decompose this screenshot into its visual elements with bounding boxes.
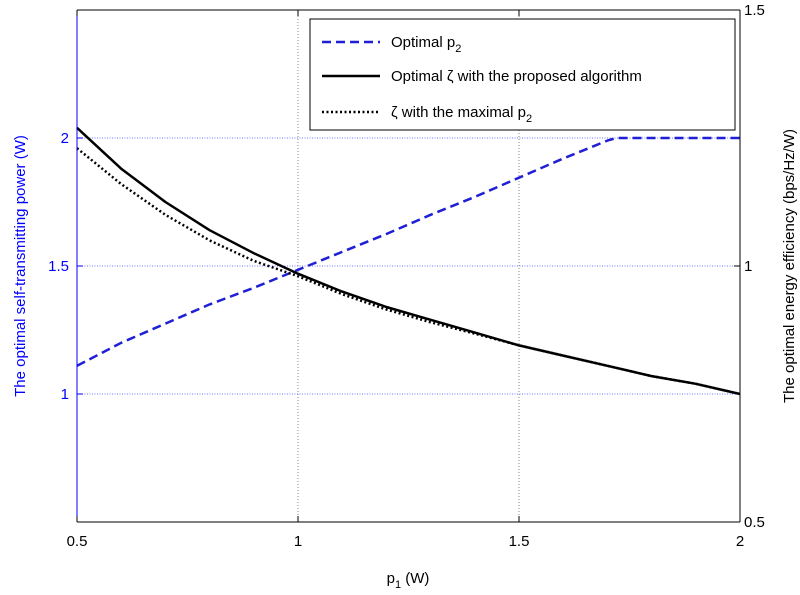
series-optimal-p2-line (76, 136, 740, 367)
legend-box (309, 18, 736, 131)
x-axis-label-sub: 1 (395, 579, 401, 591)
x-axis-label: p1 (W) (387, 570, 430, 591)
y-right-tick-label: 1 (744, 258, 752, 275)
y-axis-right-label: The optimal energy efficiency (bps/Hz/W) (781, 129, 798, 403)
x-tick-label: 1.5 (509, 533, 530, 550)
legend-label-p2-main: Optimal p (391, 34, 455, 51)
legend-label-zeta-max-main: ζ with the maximal p (391, 104, 526, 121)
y-axis-left-label: The optimal self-transmitting power (W) (12, 135, 29, 397)
grid (77, 10, 740, 522)
y-left-tick-label: 1.5 (48, 258, 69, 275)
x-tick-label: 1 (294, 533, 302, 550)
x-tick-label: 2 (736, 533, 744, 550)
series-zeta-max-p2-line (76, 147, 741, 396)
series-layer (76, 126, 741, 396)
y-right-tick-label: 1.5 (744, 2, 765, 19)
x-tick-label: 0.5 (67, 533, 88, 550)
x-axis-label-unit: (W) (401, 570, 429, 587)
y-left-tick-label: 1 (61, 386, 69, 403)
y-right-tick-label: 0.5 (744, 514, 765, 531)
legend-label-zeta-opt: Optimal ζ with the proposed algorithm (391, 68, 642, 85)
y-left-tick-label: 2 (61, 130, 69, 147)
ticks: 0.5 1 1.5 211.520.511.5 (48, 2, 765, 550)
legend-label-p2-sub: 2 (455, 43, 461, 55)
legend-label-zeta-max: ζ with the maximal p2 (391, 104, 532, 125)
legend: Optimal p2 Optimal ζ with the proposed a… (309, 18, 736, 131)
legend-label-zeta-max-sub: 2 (526, 113, 532, 125)
x-axis-label-main: p (387, 570, 395, 587)
legend-label-p2: Optimal p2 (391, 34, 461, 55)
series-optimal-zeta-line (76, 126, 741, 396)
